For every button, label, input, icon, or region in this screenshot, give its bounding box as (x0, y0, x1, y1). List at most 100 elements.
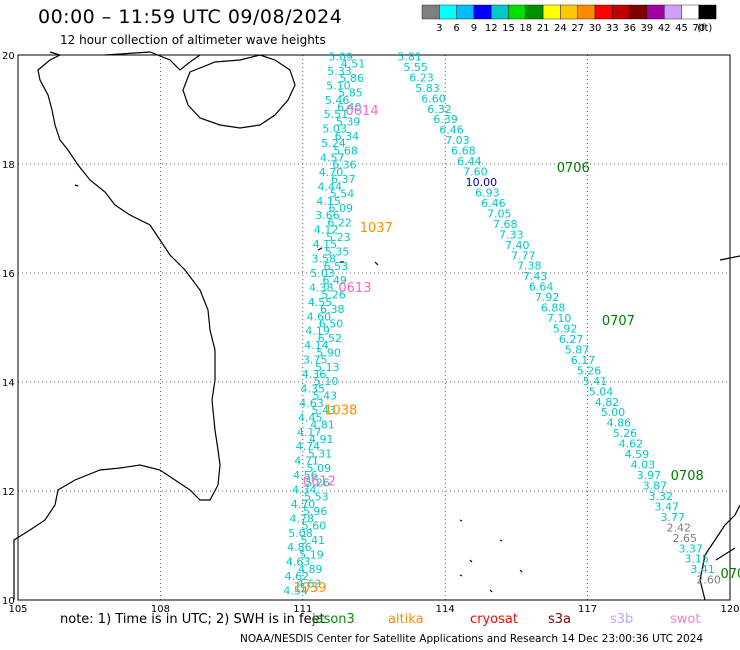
satellite-legend-s3b: s3b (610, 612, 634, 627)
swh-label: 4.82 (595, 396, 620, 409)
swh-label: 4.15 (313, 238, 338, 251)
swh-label: 5.19 (299, 548, 324, 561)
swh-label: 7.77 (511, 249, 536, 262)
swh-label: 5.26 (321, 289, 346, 302)
swh-label: 4.35 (300, 382, 325, 395)
axis-labels: 105 108 111 114 117 120 20 18 16 14 12 10 (2, 51, 740, 615)
swh-label: 4.14 (304, 339, 329, 352)
colorbar-tick: 24 (554, 23, 567, 34)
swh-label: 7.03 (445, 134, 470, 147)
swh-label: 5.10 (314, 375, 339, 388)
colorbar-tick: 36 (623, 23, 636, 34)
lat-tick-label: 18 (2, 160, 15, 171)
swh-label: 7.05 (487, 207, 512, 220)
pass-time-label: 0708 (671, 469, 704, 484)
swh-label: 7.33 (499, 228, 524, 241)
pass-time-label: 0707 (602, 314, 635, 329)
swh-label: 4.59 (625, 448, 650, 461)
lon-tick-label: 120 (720, 604, 739, 615)
swh-label: 5.51 (324, 108, 349, 121)
swh-label: 5.68 (333, 144, 358, 157)
lat-tick-label: 20 (2, 51, 15, 62)
swh-label: 3.15 (684, 553, 709, 566)
swh-label: 6.52 (318, 332, 343, 345)
swh-label: 6.34 (335, 130, 360, 143)
colorbar-tick: 45 (675, 23, 688, 34)
swh-label: 4.36 (302, 368, 327, 381)
satellite-legend-cryosat: cryosat (470, 612, 518, 627)
swh-label: 4.71 (294, 455, 319, 468)
swh-label: 4.55 (308, 296, 333, 309)
swh-label: 5.41 (301, 534, 326, 547)
swh-label: 6.46 (481, 197, 506, 210)
lat-lon-grid (18, 55, 730, 600)
swh-label: 4.89 (298, 563, 323, 576)
vietnam-coast (13, 51, 221, 600)
swh-label: 5.92 (553, 323, 578, 336)
swh-label: 4.86 (287, 541, 312, 554)
swh-label: 4.45 (298, 411, 323, 424)
swh-label: 7.43 (523, 270, 548, 283)
swh-label: 3.87 (643, 479, 668, 492)
swh-label: 7.40 (505, 239, 530, 252)
swh-label: 6.88 (541, 302, 566, 315)
swh-label: 5.85 (338, 87, 363, 100)
swh-label: 5.60 (302, 520, 327, 533)
swh-label: 6.17 (571, 354, 596, 367)
swh-label: 5.31 (308, 447, 333, 460)
swh-label: 6.44 (457, 155, 482, 168)
pass-time-label: 0613 (338, 281, 371, 296)
hainan-island (182, 54, 296, 129)
pass-time-label: 1037 (360, 221, 393, 236)
swh-label: 4.63 (286, 556, 311, 569)
swh-label: 4.38 (309, 281, 334, 294)
swh-label: 4.86 (607, 417, 632, 430)
swh-label: 4.78 (290, 512, 315, 525)
colorbar-tick: 6 (453, 23, 459, 34)
swh-label: 5.83 (415, 82, 440, 95)
swh-label: 5.33 (327, 65, 352, 78)
swh-label: 6.50 (319, 318, 344, 331)
swh-label: 4.15 (316, 195, 341, 208)
swh-label: 5.08 (288, 527, 313, 540)
lon-tick-label: 105 (8, 604, 27, 615)
swh-label: 4.62 (619, 438, 644, 451)
swh-label: 10.00 (466, 176, 498, 189)
satellite-legend-s3a: s3a (548, 612, 572, 627)
swh-label: 3.75 (303, 354, 328, 367)
map-subtitle: 12 hour collection of altimeter wave hei… (60, 33, 326, 47)
swh-label: 5.09 (329, 50, 354, 63)
lon-tick-label: 114 (436, 604, 455, 615)
swh-label: 5.87 (565, 343, 590, 356)
swh-label: 5.54 (330, 188, 355, 201)
swh-label: 4.44 (318, 180, 343, 193)
swh-label: 5.13 (315, 361, 340, 374)
swh-label: 6.27 (559, 333, 584, 346)
pass-time-label: 0612 (303, 475, 336, 490)
swh-label: 5.00 (601, 406, 626, 419)
swh-label: 2.42 (666, 521, 691, 534)
swh-label: 7.92 (535, 291, 560, 304)
pass-time-label: 1038 (324, 404, 357, 419)
swh-label: 4.74 (296, 440, 321, 453)
swh-label: 6.46 (439, 124, 464, 137)
swh-label: 7.60 (463, 166, 488, 179)
note-line: note: 1) Time is in UTC; 2) SWH is in fe… (60, 612, 325, 627)
swh-label: 5.81 (397, 50, 422, 63)
swh-label: 3.47 (655, 500, 680, 513)
swh-label: 5.41 (583, 375, 608, 388)
lat-tick-label: 10 (2, 596, 15, 607)
swh-label: 4.12 (314, 224, 339, 237)
swh-label: 3.41 (690, 563, 715, 576)
swh-label: 5.24 (321, 137, 346, 150)
swh-label: 5.86 (340, 72, 365, 85)
swh-label: 5.09 (307, 462, 332, 475)
swh-label: 4.91 (309, 433, 334, 446)
wave-height-colorbar: 3 6 9 12 15 18 21 24 27 30 33 36 39 42 45 70(ft) (421, 4, 717, 34)
swh-label: 4.63 (299, 397, 324, 410)
swh-label: 7.38 (517, 260, 542, 273)
swh-label: 6.49 (322, 274, 347, 287)
colorbar-tick: 3 (436, 23, 442, 34)
swh-label: 3.97 (637, 469, 662, 482)
swh-label: 5.43 (313, 390, 338, 403)
